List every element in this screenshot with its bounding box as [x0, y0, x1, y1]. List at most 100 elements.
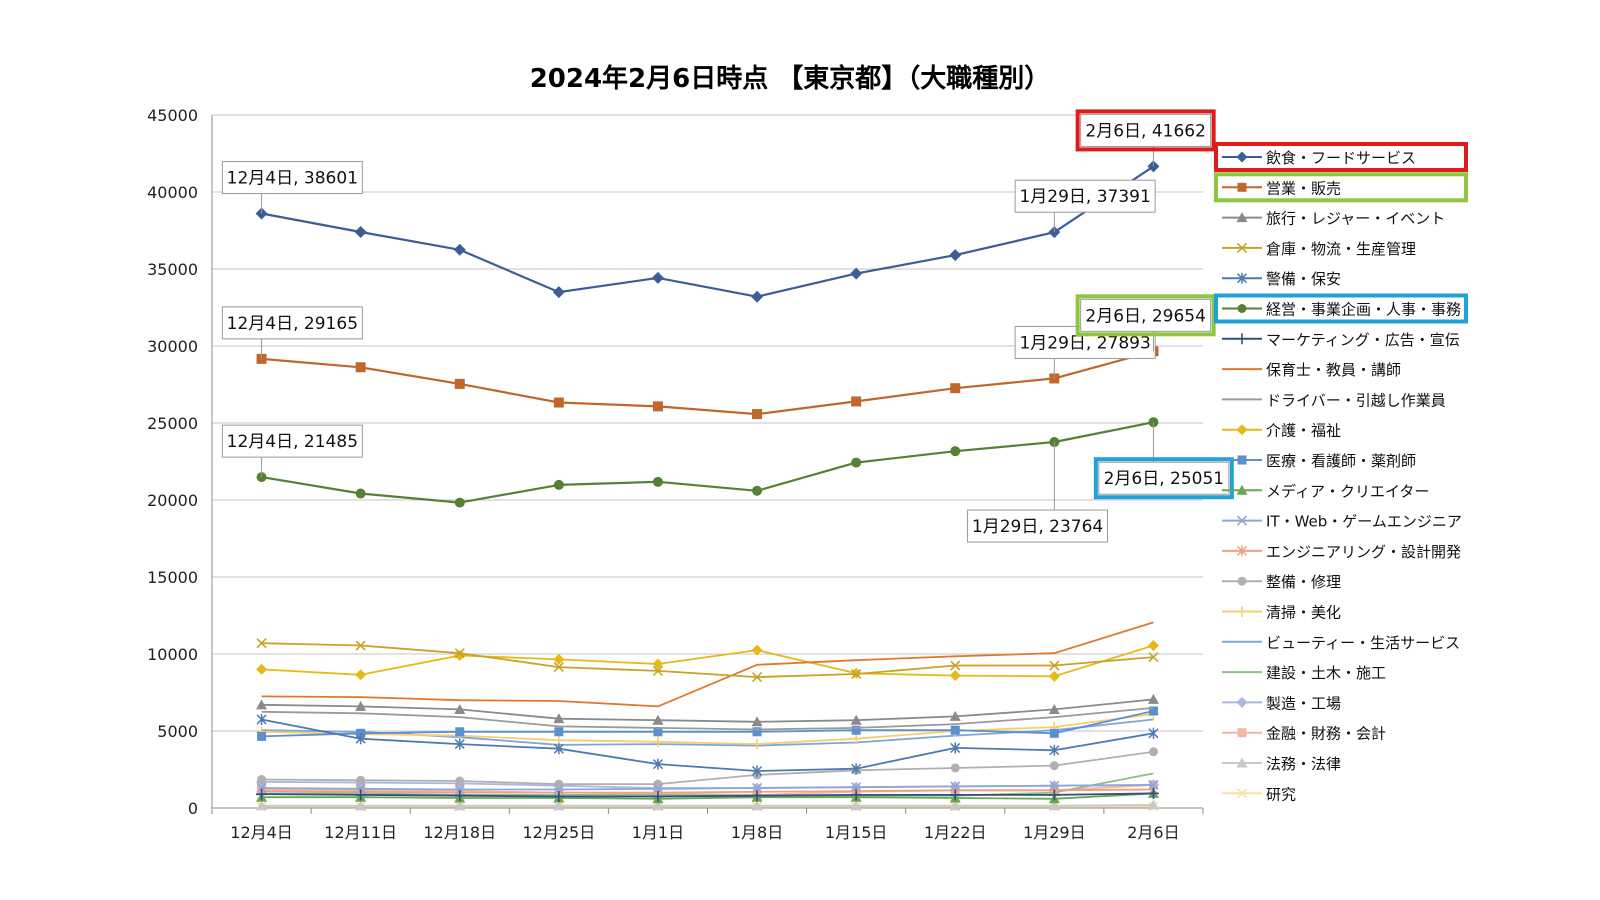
- legend-swatch-marker: [1236, 515, 1248, 526]
- callout-label: 12月4日, 29165: [227, 314, 358, 334]
- series-line: [261, 792, 1154, 800]
- legend-swatch-marker: [1236, 333, 1248, 345]
- data-point: [950, 742, 961, 754]
- data-point: [454, 784, 465, 795]
- data-point: [553, 662, 564, 673]
- callout-box: [1080, 113, 1212, 147]
- data-point: [454, 650, 466, 662]
- callout: 12月4日, 29165: [221, 306, 363, 359]
- series-13: [256, 779, 1159, 795]
- y-tick-label: 20000: [147, 491, 198, 510]
- data-point: [256, 638, 267, 649]
- data-point: [949, 249, 962, 262]
- legend-item: 金融・財務・会計: [1222, 725, 1386, 743]
- legend-swatch-marker: [1237, 455, 1247, 465]
- callout-box: [221, 306, 363, 340]
- data-point: [751, 644, 763, 656]
- data-point: [652, 736, 664, 748]
- callout-label: 12月4日, 21485: [227, 432, 358, 452]
- legend-label: エンジニアリング・設計開発: [1266, 543, 1461, 561]
- legend: 飲食・フードサービス営業・販売旅行・レジャー・イベント倉庫・物流・生産管理警備・…: [1214, 142, 1468, 803]
- data-point: [651, 271, 664, 284]
- legend-label: メディア・クリエイター: [1266, 482, 1429, 500]
- legend-label: 営業・販売: [1266, 179, 1341, 197]
- legend-item: IT・Web・ゲームエンジニア: [1222, 513, 1462, 531]
- data-point: [553, 479, 564, 490]
- data-point: [553, 784, 564, 795]
- series-7: [256, 787, 1159, 802]
- series-line: [261, 698, 1154, 723]
- callouts: 12月4日, 38601 1月29日, 37391 2月6日, 41662 12月4日…: [221, 109, 1234, 543]
- data-point: [355, 640, 366, 651]
- data-point: [256, 782, 267, 794]
- data-point: [851, 668, 862, 680]
- callout: 1月29日, 37391: [1014, 179, 1156, 233]
- legend-highlight-frame: [1214, 142, 1468, 172]
- data-point: [752, 409, 763, 420]
- data-point: [355, 669, 367, 681]
- series-line: [261, 750, 1154, 785]
- legend-item: 法務・法律: [1222, 755, 1341, 773]
- series-line: [261, 644, 1154, 678]
- legend-item: メディア・クリエイター: [1222, 482, 1429, 500]
- data-point: [454, 648, 465, 659]
- data-point: [751, 800, 763, 811]
- data-point: [850, 789, 862, 801]
- series-line: [261, 784, 1154, 791]
- data-point: [1048, 800, 1060, 811]
- legend-swatch-marker: [1237, 576, 1247, 586]
- data-point: [257, 731, 267, 741]
- callout-highlight-frame: [1075, 294, 1216, 337]
- y-tick-label: 35000: [147, 260, 198, 279]
- legend-label: 金融・財務・会計: [1266, 725, 1386, 743]
- data-point: [256, 713, 267, 725]
- data-point: [355, 783, 366, 794]
- legend-label: 経営・事業企画・人事・事務: [1266, 301, 1461, 319]
- legend-item: 整備・修理: [1222, 573, 1341, 591]
- callout-label: 2月6日, 25051: [1104, 469, 1225, 489]
- data-point: [653, 727, 663, 737]
- legend-item: 介護・福祉: [1222, 422, 1341, 440]
- data-point: [950, 725, 960, 735]
- data-point: [851, 396, 862, 407]
- legend-label: ビューティー・生活サービス: [1266, 634, 1460, 652]
- series-lines: [255, 160, 1160, 812]
- callout: 12月4日, 38601: [221, 161, 363, 214]
- legend-swatch-marker: [1236, 696, 1248, 708]
- data-point: [1049, 728, 1059, 738]
- data-point: [851, 782, 862, 793]
- legend-label: 倉庫・物流・生産管理: [1266, 240, 1416, 258]
- data-point: [553, 800, 565, 811]
- data-point: [454, 790, 466, 802]
- data-point: [652, 658, 664, 670]
- data-point: [850, 800, 862, 811]
- legend-item: 建設・土木・施工: [1222, 664, 1386, 682]
- data-point: [851, 763, 862, 775]
- legend-label: 介護・福祉: [1266, 422, 1341, 440]
- legend-swatch-marker: [1236, 484, 1248, 495]
- data-point: [751, 790, 763, 802]
- series-21: [256, 799, 1159, 811]
- x-tick-label: 12月18日: [423, 823, 496, 842]
- series-line: [261, 707, 1154, 731]
- y-tick-label: 40000: [147, 183, 198, 202]
- data-point: [1148, 727, 1159, 739]
- series-5: [256, 713, 1159, 777]
- legend-swatch-marker: [1236, 606, 1248, 617]
- data-point: [1048, 703, 1060, 714]
- callout: 2月6日, 25051: [1093, 422, 1234, 500]
- x-tick-label: 12月4日: [230, 823, 293, 842]
- x-tick-label: 12月25日: [522, 823, 595, 842]
- callout-box: [1080, 298, 1212, 332]
- legend-item: 営業・販売: [1214, 172, 1468, 203]
- data-point: [454, 378, 465, 389]
- data-point: [1048, 670, 1060, 682]
- legend-label: マーケティング・広告・宣伝: [1266, 331, 1460, 349]
- callout-label: 1月29日, 23764: [972, 517, 1103, 537]
- data-point: [1148, 779, 1159, 790]
- data-point: [1049, 744, 1060, 756]
- legend-label: 清掃・美化: [1266, 604, 1341, 622]
- legend-label: 警備・保安: [1266, 270, 1341, 288]
- data-point: [851, 457, 862, 468]
- data-point: [652, 476, 663, 487]
